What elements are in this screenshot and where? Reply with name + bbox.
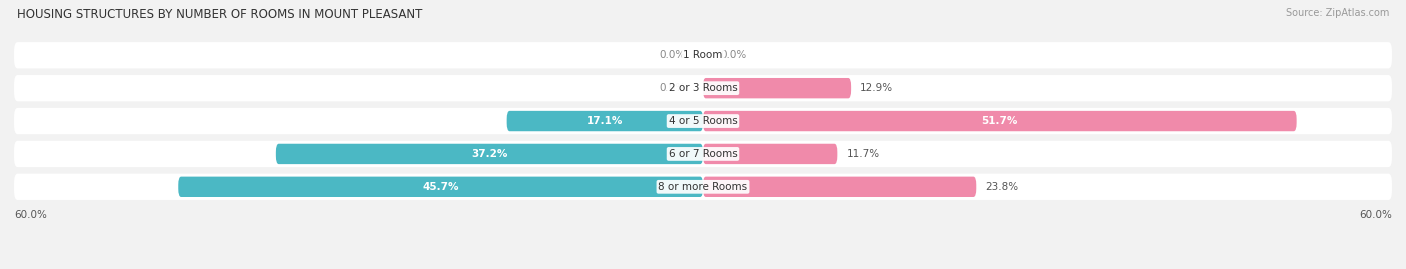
Text: HOUSING STRUCTURES BY NUMBER OF ROOMS IN MOUNT PLEASANT: HOUSING STRUCTURES BY NUMBER OF ROOMS IN… (17, 8, 422, 21)
Text: 45.7%: 45.7% (422, 182, 458, 192)
Text: Source: ZipAtlas.com: Source: ZipAtlas.com (1285, 8, 1389, 18)
Text: 51.7%: 51.7% (981, 116, 1018, 126)
Text: 6 or 7 Rooms: 6 or 7 Rooms (669, 149, 737, 159)
FancyBboxPatch shape (703, 78, 851, 98)
Text: 1 Room: 1 Room (683, 50, 723, 60)
FancyBboxPatch shape (703, 144, 838, 164)
FancyBboxPatch shape (179, 177, 703, 197)
FancyBboxPatch shape (703, 111, 1296, 131)
Text: 2 or 3 Rooms: 2 or 3 Rooms (669, 83, 737, 93)
Text: 0.0%: 0.0% (720, 50, 747, 60)
FancyBboxPatch shape (14, 42, 1392, 68)
Text: 37.2%: 37.2% (471, 149, 508, 159)
FancyBboxPatch shape (14, 174, 1392, 200)
FancyBboxPatch shape (14, 108, 1392, 134)
FancyBboxPatch shape (506, 111, 703, 131)
Text: 17.1%: 17.1% (586, 116, 623, 126)
FancyBboxPatch shape (703, 177, 976, 197)
Text: 0.0%: 0.0% (659, 83, 686, 93)
Text: 0.0%: 0.0% (659, 50, 686, 60)
Text: 60.0%: 60.0% (14, 210, 46, 221)
FancyBboxPatch shape (14, 141, 1392, 167)
Text: 11.7%: 11.7% (846, 149, 880, 159)
Text: 4 or 5 Rooms: 4 or 5 Rooms (669, 116, 737, 126)
FancyBboxPatch shape (276, 144, 703, 164)
Text: 60.0%: 60.0% (1360, 210, 1392, 221)
Text: 23.8%: 23.8% (986, 182, 1018, 192)
Text: 8 or more Rooms: 8 or more Rooms (658, 182, 748, 192)
Text: 12.9%: 12.9% (860, 83, 893, 93)
FancyBboxPatch shape (14, 75, 1392, 101)
